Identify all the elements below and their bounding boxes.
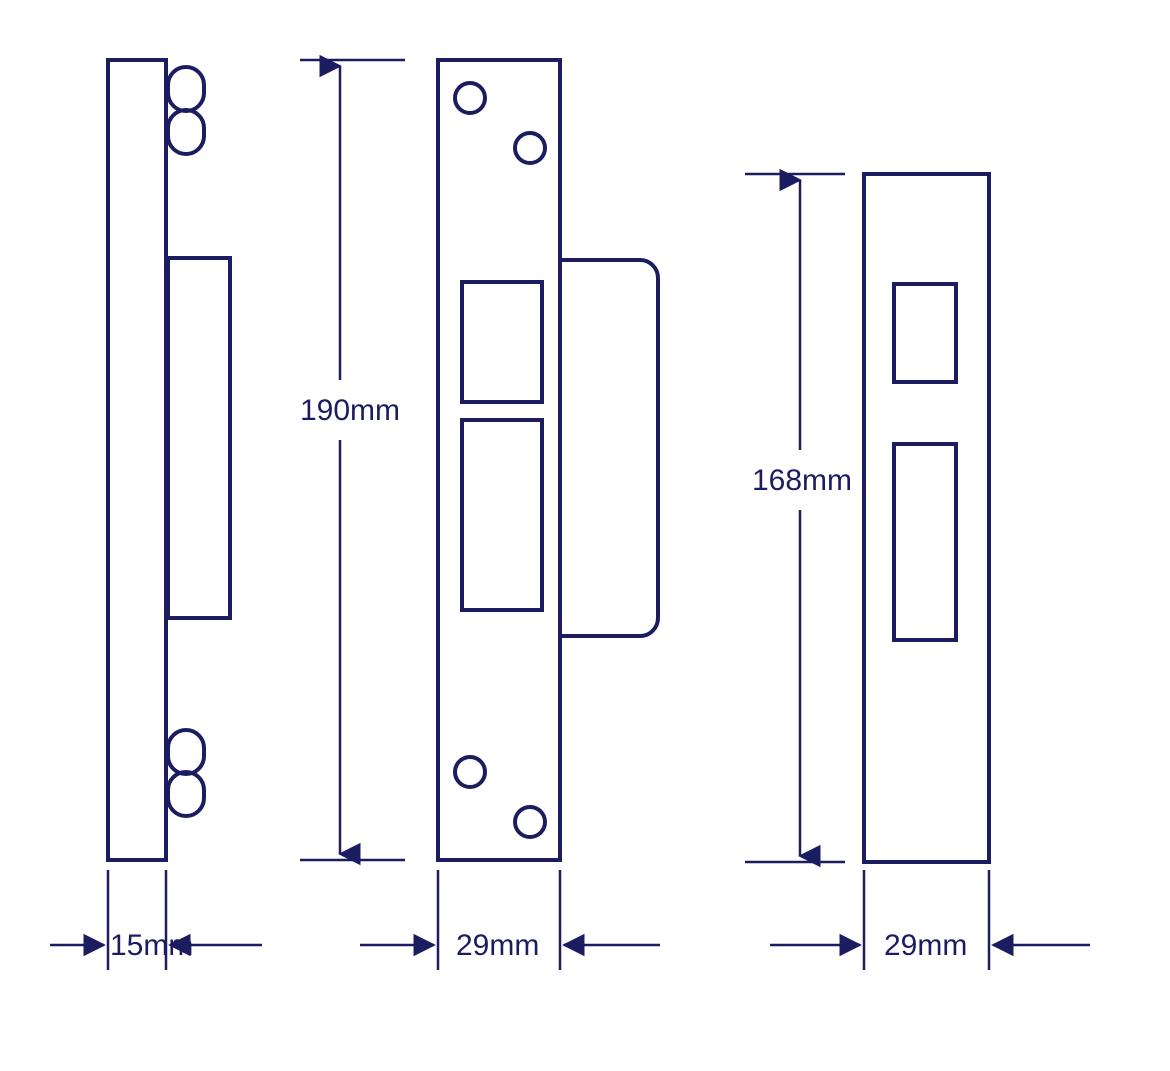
view-front-strike — [438, 60, 658, 860]
dim-view2-width: 29mm — [360, 870, 660, 970]
dim-view1-width: 15mm — [50, 870, 262, 970]
view-side-profile — [108, 60, 230, 860]
dim-view2-height: 190mm — [300, 60, 405, 860]
dim-view1-width-label: 15mm — [110, 929, 193, 962]
dim-view2-height-label: 190mm — [300, 394, 400, 427]
dim-view2-width-label: 29mm — [456, 929, 539, 962]
dim-view3-width-label: 29mm — [884, 929, 967, 962]
technical-drawing: 15mm 190mm 29mm — [0, 0, 1170, 1071]
view-box-keep — [864, 174, 989, 862]
dim-view3-height-label: 168mm — [752, 464, 852, 497]
dim-view3-height: 168mm — [745, 174, 852, 862]
dim-view3-width: 29mm — [770, 870, 1090, 970]
